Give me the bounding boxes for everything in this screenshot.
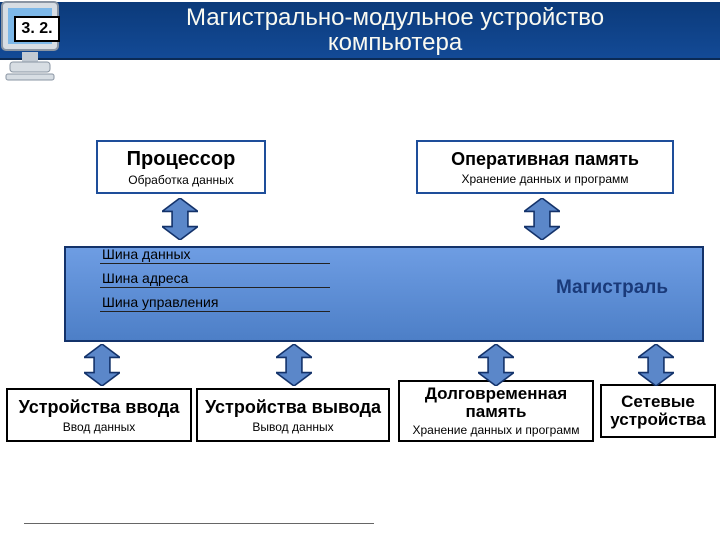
network-title-2: устройства	[610, 410, 706, 429]
output-sub: Вывод данных	[252, 420, 333, 434]
network-title: Сетевые устройства	[610, 393, 706, 429]
title-line1: Магистрально-модульное устройство	[186, 4, 604, 31]
network-box: Сетевые устройства	[600, 384, 716, 438]
processor-title: Процессор	[127, 148, 236, 171]
bus-arrow-icon	[638, 344, 674, 386]
bus-arrow-icon	[478, 344, 514, 386]
title-line2: компьютера	[328, 29, 462, 56]
section-number: 3. 2.	[21, 20, 52, 38]
bus-line-data: Шина данных	[100, 240, 330, 264]
bus-lines-group: Шина данных Шина адреса Шина управления	[100, 240, 330, 312]
bus-arrow-icon	[276, 344, 312, 386]
input-devices-box: Устройства ввода Ввод данных	[6, 388, 192, 442]
ram-sub: Хранение данных и программ	[462, 172, 629, 186]
footer-line	[24, 523, 374, 524]
output-devices-box: Устройства вывода Вывод данных	[196, 388, 390, 442]
input-title: Устройства ввода	[19, 397, 180, 418]
input-sub: Ввод данных	[63, 420, 136, 434]
storage-title-2: память	[465, 402, 526, 421]
title-bar: Магистрально-модульное устройство компью…	[0, 2, 720, 60]
storage-sub: Хранение данных и программ	[413, 423, 580, 437]
ram-title: Оперативная память	[451, 149, 639, 170]
network-title-1: Сетевые	[621, 392, 695, 411]
bus-label: Магистраль	[556, 277, 668, 299]
bus-line-address-label: Шина адреса	[102, 270, 188, 286]
section-number-badge: 3. 2.	[14, 16, 60, 42]
bus-arrow-icon	[524, 198, 560, 240]
storage-title-1: Долговременная	[425, 384, 567, 403]
ram-box: Оперативная память Хранение данных и про…	[416, 140, 674, 194]
storage-title: Долговременная память	[425, 385, 567, 421]
page-title: Магистрально-модульное устройство компью…	[70, 5, 720, 55]
bus-line-data-label: Шина данных	[102, 246, 191, 262]
processor-sub: Обработка данных	[128, 173, 233, 187]
bus-arrow-icon	[162, 198, 198, 240]
bus-line-address: Шина адреса	[100, 264, 330, 288]
output-title: Устройства вывода	[205, 397, 381, 418]
storage-box: Долговременная память Хранение данных и …	[398, 380, 594, 442]
bus-line-control: Шина управления	[100, 288, 330, 312]
bus-arrow-icon	[84, 344, 120, 386]
bus-line-control-label: Шина управления	[102, 294, 218, 310]
processor-box: Процессор Обработка данных	[96, 140, 266, 194]
